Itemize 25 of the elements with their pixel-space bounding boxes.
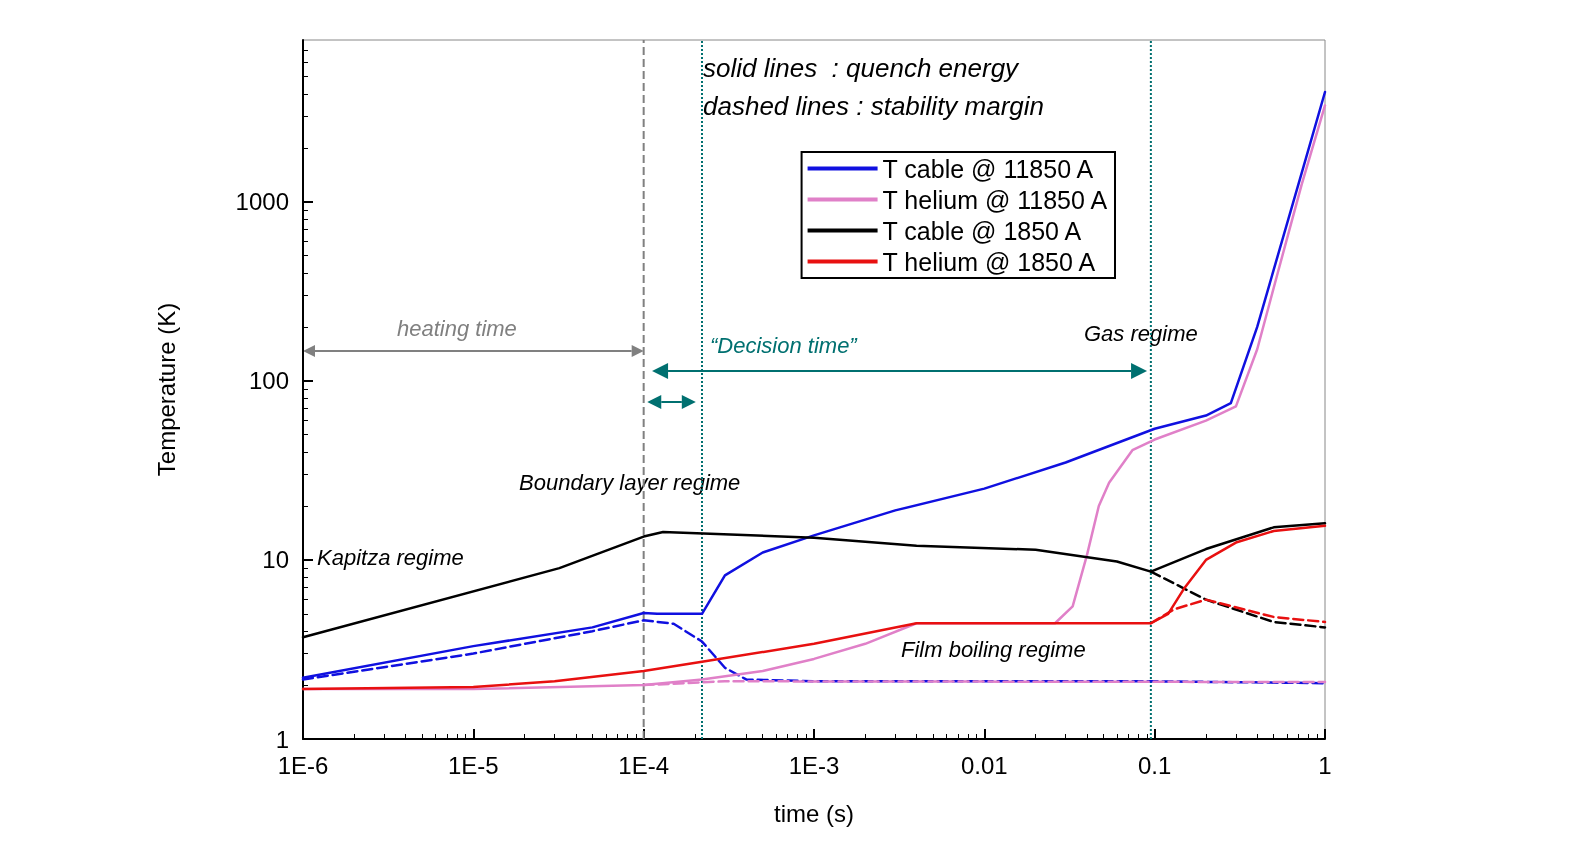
x-tick-label: 1E-5 — [447, 751, 499, 779]
y-tick-label: 1 — [275, 725, 289, 753]
x-tick-label: 0.1 — [1137, 751, 1172, 779]
annotation: Boundary layer regime — [519, 469, 741, 495]
legend-label: T cable @ 1850 A — [882, 216, 1082, 245]
x-tick-label: 1 — [1318, 751, 1332, 779]
x-tick-label: 1E-6 — [277, 751, 329, 779]
annotation: Gas regime — [1084, 320, 1198, 346]
legend-label: T helium @ 1850 A — [882, 247, 1096, 276]
legend-label: T helium @ 11850 A — [882, 185, 1108, 214]
y-tick-label: 1000 — [235, 188, 289, 216]
annotation: solid lines : quench energy — [703, 53, 1021, 83]
x-tick-label: 1E-3 — [788, 751, 840, 779]
y-axis-title: Temperature (K) — [152, 302, 180, 477]
annotation: “Decision time” — [710, 332, 859, 358]
y-tick-label: 100 — [248, 367, 289, 395]
annotation: dashed lines : stability margin — [703, 91, 1045, 121]
y-tick-label: 10 — [262, 546, 289, 574]
x-tick-label: 0.01 — [960, 751, 1008, 779]
x-tick-label: 1E-4 — [618, 751, 670, 779]
annotation: Kapitza regime — [317, 544, 464, 570]
annotation: Film boiling regime — [901, 636, 1086, 662]
legend-label: T cable @ 11850 A — [882, 154, 1094, 183]
x-axis-title: time (s) — [774, 799, 854, 827]
annotation: heating time — [397, 315, 517, 341]
